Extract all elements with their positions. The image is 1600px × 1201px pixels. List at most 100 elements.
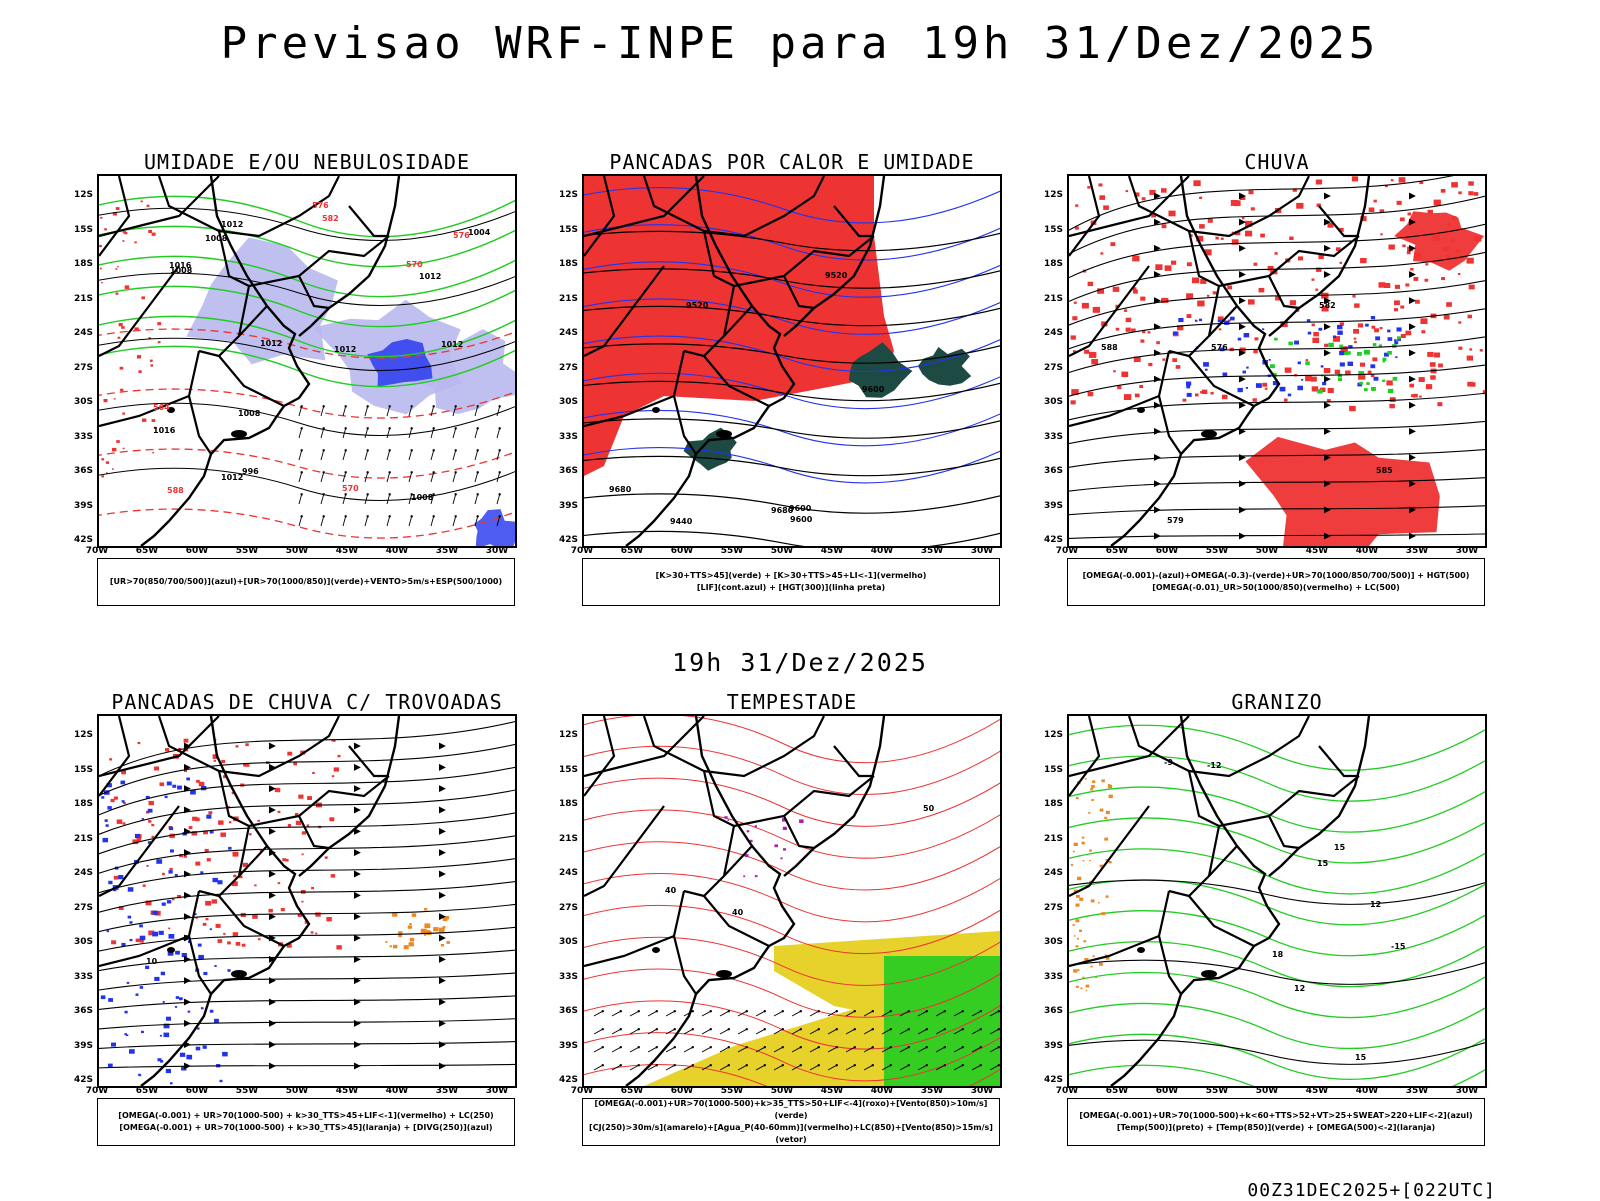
panel-title: GRANIZO bbox=[1067, 690, 1487, 714]
coastline-4 bbox=[626, 716, 794, 1086]
latitude-label: 36S bbox=[57, 466, 93, 476]
latitude-label: 42S bbox=[1027, 1075, 1063, 1085]
contour-value-label: 564 bbox=[153, 403, 170, 412]
latitude-label: 33S bbox=[57, 972, 93, 982]
contour-value-label: -15 bbox=[1391, 942, 1406, 951]
longitude-label: 70W bbox=[1052, 546, 1082, 556]
longitude-label: 45W bbox=[817, 1086, 847, 1096]
latitude-label: 27S bbox=[542, 903, 578, 913]
latitude-label: 39S bbox=[57, 501, 93, 511]
longitude-label: 30W bbox=[1452, 546, 1482, 556]
latitude-label: 15S bbox=[1027, 225, 1063, 235]
lake-3 bbox=[167, 947, 175, 953]
lagoon-4 bbox=[716, 970, 732, 978]
legend-line: [OMEGA(-0.01)_UR>50(1000/850)(vermelho) … bbox=[1152, 582, 1400, 594]
longitude-label: 35W bbox=[1402, 546, 1432, 556]
longitude-label: 30W bbox=[482, 546, 512, 556]
longitude-label: 55W bbox=[232, 546, 262, 556]
contour-value-label: 9600 bbox=[789, 504, 812, 513]
longitude-label: 40W bbox=[382, 546, 412, 556]
legend-line: [OMEGA(-0.001)+UR>70(1000-500)+k<60+TTS>… bbox=[1079, 1110, 1472, 1122]
longitude-label: 40W bbox=[867, 546, 897, 556]
rain-green-marks bbox=[1270, 336, 1401, 393]
main-title: Previsao WRF-INPE para 19h 31/Dez/2025 bbox=[0, 18, 1600, 69]
contour-value-label: 1008 bbox=[238, 409, 261, 418]
latitude-label: 21S bbox=[542, 834, 578, 844]
latitude-label: 36S bbox=[57, 1006, 93, 1016]
lake-5 bbox=[1137, 947, 1145, 953]
contour-value-label: 570 bbox=[342, 484, 359, 493]
contour-value-label: 9600 bbox=[790, 515, 813, 524]
contour-value-label: 582 bbox=[322, 214, 339, 223]
temp-850-contours bbox=[1069, 725, 1485, 1086]
latitude-label: 15S bbox=[542, 765, 578, 775]
country-borders-3 bbox=[99, 716, 389, 994]
latitude-label: 18S bbox=[1027, 259, 1063, 269]
latitude-label: 15S bbox=[57, 765, 93, 775]
latitude-label: 36S bbox=[1027, 1006, 1063, 1016]
contour-value-label: 576 bbox=[312, 201, 329, 210]
latitude-label: 27S bbox=[542, 363, 578, 373]
lagoon-0 bbox=[231, 430, 247, 438]
contour-value-label: -9 bbox=[1164, 758, 1173, 767]
contour-value-label: 12 bbox=[1370, 900, 1381, 909]
longitude-label: 70W bbox=[82, 546, 112, 556]
contour-value-label: 1012 bbox=[260, 339, 282, 348]
longitude-label: 60W bbox=[182, 546, 212, 556]
longitude-label: 55W bbox=[232, 1086, 262, 1096]
latitude-label: 18S bbox=[542, 259, 578, 269]
latitude-label: 33S bbox=[1027, 432, 1063, 442]
longitude-label: 65W bbox=[617, 1086, 647, 1096]
longitude-label: 30W bbox=[967, 1086, 997, 1096]
latitude-label: 33S bbox=[542, 972, 578, 982]
panel-legend: [OMEGA(-0.001)+UR>70(1000-500)+k>35_TTS>… bbox=[582, 1098, 1000, 1146]
longitude-label: 40W bbox=[1352, 546, 1382, 556]
longitude-label: 45W bbox=[1302, 1086, 1332, 1096]
contour-value-label: 40 bbox=[732, 908, 744, 917]
longitude-label: 55W bbox=[1202, 546, 1232, 556]
contour-value-label: 582 bbox=[1319, 301, 1336, 310]
legend-line: [LIF](cont.azul) + [HGT(300)](linha pret… bbox=[697, 582, 885, 594]
longitude-label: 50W bbox=[282, 1086, 312, 1096]
contour-value-label: 1012 bbox=[221, 473, 243, 482]
longitude-label: 35W bbox=[917, 1086, 947, 1096]
lagoon-3 bbox=[231, 970, 247, 978]
latitude-label: 18S bbox=[542, 799, 578, 809]
contour-value-label: 1016 bbox=[169, 261, 192, 270]
latitude-label: 30S bbox=[542, 397, 578, 407]
latitude-label: 36S bbox=[542, 1006, 578, 1016]
latitude-label: 21S bbox=[542, 294, 578, 304]
contour-value-label: 9520 bbox=[825, 271, 848, 280]
latitude-label: 39S bbox=[1027, 501, 1063, 511]
latitude-label: 42S bbox=[57, 1075, 93, 1085]
longitude-label: 55W bbox=[717, 546, 747, 556]
longitude-label: 65W bbox=[617, 546, 647, 556]
contour-value-label: 585 bbox=[1376, 466, 1393, 475]
panel-title: PANCADAS POR CALOR E UMIDADE bbox=[582, 150, 1002, 174]
contour-value-label: 1008 bbox=[411, 493, 434, 502]
longitude-label: 60W bbox=[667, 546, 697, 556]
latitude-label: 21S bbox=[1027, 294, 1063, 304]
lagoon-5 bbox=[1201, 970, 1217, 978]
contour-value-label: 1012 bbox=[334, 345, 356, 354]
contour-value-label: 9600 bbox=[862, 385, 885, 394]
longitude-label: 50W bbox=[767, 546, 797, 556]
latitude-label: 33S bbox=[542, 432, 578, 442]
longitude-label: 30W bbox=[1452, 1086, 1482, 1096]
contour-value-label: 996 bbox=[242, 467, 259, 476]
longitude-label: 30W bbox=[482, 1086, 512, 1096]
latitude-label: 15S bbox=[542, 225, 578, 235]
latitude-label: 24S bbox=[1027, 328, 1063, 338]
latitude-label: 42S bbox=[542, 535, 578, 545]
longitude-label: 70W bbox=[567, 546, 597, 556]
longitude-label: 60W bbox=[1152, 1086, 1182, 1096]
contour-value-label: 1016 bbox=[153, 426, 176, 435]
longitude-label: 60W bbox=[1152, 546, 1182, 556]
longitude-label: 70W bbox=[567, 1086, 597, 1096]
